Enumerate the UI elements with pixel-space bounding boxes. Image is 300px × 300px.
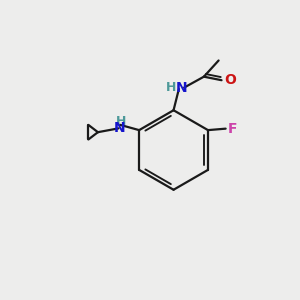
Text: H: H bbox=[116, 115, 126, 128]
Text: N: N bbox=[114, 122, 125, 135]
Text: F: F bbox=[228, 122, 238, 136]
Text: N: N bbox=[176, 81, 187, 94]
Text: O: O bbox=[224, 73, 236, 87]
Text: H: H bbox=[165, 81, 176, 94]
